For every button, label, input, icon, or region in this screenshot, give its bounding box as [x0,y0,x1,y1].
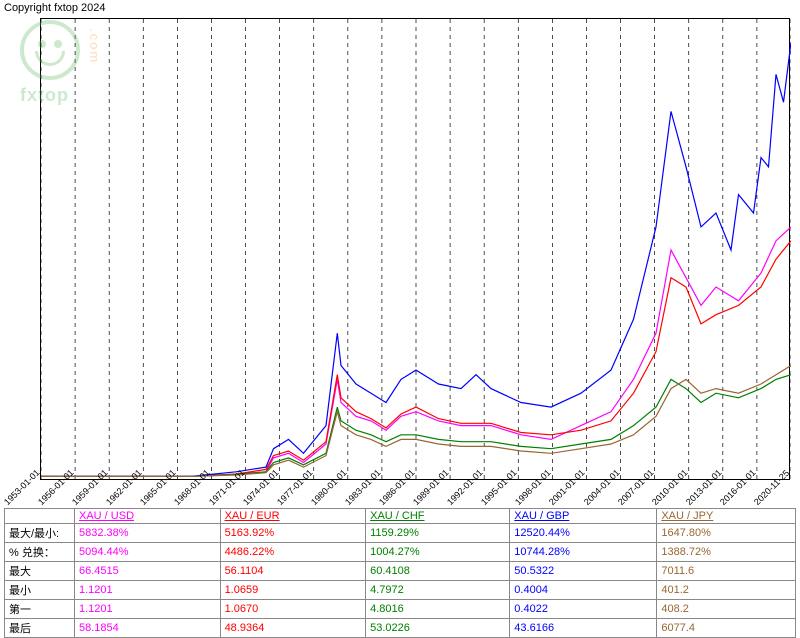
table-cell: 43.6166 [510,619,657,638]
table-cell: 1647.80% [657,524,796,543]
table-row-label: 最后 [5,619,75,638]
table-cell: 1.1201 [75,581,221,600]
table-cell: 10744.28% [510,543,657,562]
table-cell: 4.8016 [366,600,510,619]
table-column-header: XAU / EUR [220,509,366,524]
table-row-label: % 兑换： [5,543,75,562]
table-cell: 58.1854 [75,619,221,638]
copyright-text: Copyright fxtop 2024 [4,2,106,14]
table-cell: 1.0670 [220,600,366,619]
table-cell: 1388.72% [657,543,796,562]
table-column-header: XAU / CHF [366,509,510,524]
table-column-header: XAU / JPY [657,509,796,524]
xaxis-tick-label: 1953-01-01 [2,467,42,507]
table-cell: 60.4108 [366,562,510,581]
table-cell: 1.1201 [75,600,221,619]
table-column-header: XAU / USD [75,509,221,524]
table-cell: 5094.44% [75,543,221,562]
xaxis-labels: 1953-01-011956-01-011959-01-011962-01-01… [40,482,790,507]
table-cell: 0.4004 [510,581,657,600]
line-chart-svg [41,19,791,481]
table-cell: 48.9364 [220,619,366,638]
table-row-label: 第一 [5,600,75,619]
data-table: XAU / USDXAU / EURXAU / CHFXAU / GBPXAU … [4,508,796,638]
watermark-logo: .com fxtop [20,20,80,106]
table-cell: 7011.6 [657,562,796,581]
table-cell: 66.4515 [75,562,221,581]
table-cell: 4486.22% [220,543,366,562]
table-row-label: 最大/最小: [5,524,75,543]
table-row-label: 最大 [5,562,75,581]
table-cell: 0.4022 [510,600,657,619]
chart-plot-area [40,18,790,480]
table-cell: 5163.92% [220,524,366,543]
table-cell: 1159.29% [366,524,510,543]
table-cell: 401.2 [657,581,796,600]
table-column-header: XAU / GBP [510,509,657,524]
table-cell: 1.0659 [220,581,366,600]
table-cell: 12520.44% [510,524,657,543]
table-cell: 1004.27% [366,543,510,562]
table-cell: 50.5322 [510,562,657,581]
table-cell: 5832.38% [75,524,221,543]
table-cell: 6077.4 [657,619,796,638]
table-cell: 4.7972 [366,581,510,600]
table-row-label: 最小 [5,581,75,600]
data-table-wrap: XAU / USDXAU / EURXAU / CHFXAU / GBPXAU … [4,508,796,638]
table-cell: 56.1104 [220,562,366,581]
table-cell: 408.2 [657,600,796,619]
table-cell: 53.0226 [366,619,510,638]
